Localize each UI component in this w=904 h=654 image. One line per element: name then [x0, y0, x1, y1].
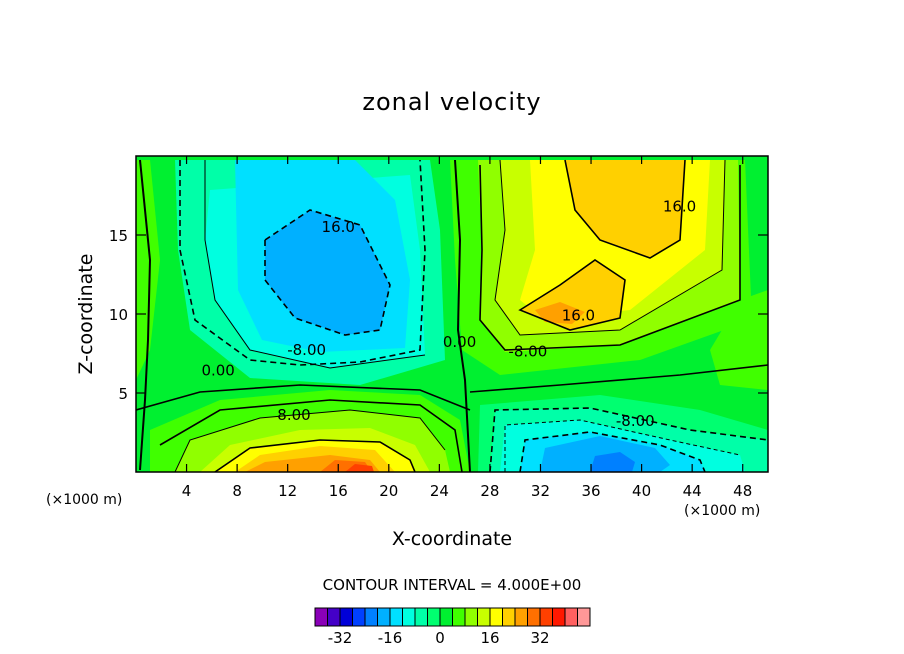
x-axis-ticks: 4 8 12 16 20 24 28 32 36 40 44 48: [182, 156, 752, 500]
colorbar-swatch: [314, 607, 328, 627]
x-tick-label: 32: [531, 482, 550, 500]
contour-line: [518, 259, 626, 331]
contour-label: 8.00: [277, 406, 310, 424]
x-axis-label: X-coordinate: [391, 528, 513, 550]
colorbar-swatch: [452, 607, 466, 627]
y-tick-label: 10: [109, 306, 128, 324]
colorbar-swatch: [389, 607, 403, 627]
contour-line: [264, 209, 391, 336]
colorbar-swatch: [439, 607, 453, 627]
x-tick-label: 40: [632, 482, 651, 500]
colorbar-swatch: [364, 607, 378, 627]
x-tick-label: 4: [182, 482, 192, 500]
contour-line: [479, 164, 741, 351]
colorbar-swatch: [402, 607, 416, 627]
contour-label: -8.00: [287, 341, 326, 359]
colorbar-swatch: [577, 607, 591, 627]
colorbar-tick-label: -32: [328, 629, 353, 647]
colorbar-swatch: [527, 607, 541, 627]
region-left-pos: [136, 160, 160, 380]
contour-label: -8.00: [616, 412, 655, 430]
region-neg20: [265, 210, 390, 335]
contour-line: [504, 419, 741, 472]
colorbar-swatch: [502, 607, 516, 627]
colorbar-swatch: [564, 607, 578, 627]
region-neg20b: [540, 436, 670, 472]
x-unit-label-left: (×1000 m): [46, 492, 123, 508]
contour-line: [139, 159, 152, 471]
contour-line: [214, 439, 416, 472]
colorbar-swatch: [489, 607, 503, 627]
colorbar-swatch: [539, 607, 553, 627]
contour-interval: CONTOUR INTERVAL = 4.000E+00: [322, 576, 582, 594]
colorbar: -32 -16 0 16 32: [314, 607, 591, 647]
contour-line: [204, 160, 426, 369]
contour-line: [159, 399, 463, 472]
contour-field: [136, 156, 768, 472]
chart-title: zonal velocity: [362, 88, 542, 116]
colorbar-swatch: [352, 607, 366, 627]
contour-line: [174, 409, 446, 472]
x-tick-label: 28: [480, 482, 499, 500]
colorbar-swatch: [377, 607, 391, 627]
contour-line: [564, 159, 686, 259]
contour-line: [519, 431, 706, 472]
colorbar-tick-label: 16: [480, 629, 499, 647]
x-tick-label: 12: [278, 482, 297, 500]
contour-labels: 16.0 16.0 16.0 -8.00 -8.00 8.00 -8.00 0.00 0.00: [201, 197, 696, 430]
x-tick-label: 20: [379, 482, 398, 500]
contour-line: [136, 384, 471, 411]
contour-label: 0.00: [443, 333, 476, 351]
colorbar-tick-label: 0: [435, 629, 445, 647]
contour-label: -8.00: [508, 343, 547, 361]
x-tick-label: 8: [232, 482, 242, 500]
contour-line: [469, 364, 768, 393]
x-unit-label-right: (×1000 m): [684, 503, 761, 519]
x-tick-label: 44: [683, 482, 702, 500]
x-tick-label: 16: [329, 482, 348, 500]
x-tick-label: 24: [430, 482, 449, 500]
colorbar-swatch: [427, 607, 441, 627]
colorbar-swatch: [477, 607, 491, 627]
region-pos24: [535, 302, 585, 324]
y-axis-label: Z-coordinate: [75, 254, 97, 375]
y-tick-label: 5: [118, 385, 128, 403]
region-pos32: [345, 464, 374, 472]
contour-line: [454, 159, 471, 472]
colorbar-tick-label: 32: [530, 629, 549, 647]
x-tick-label: 36: [581, 482, 600, 500]
colorbar-swatch: [552, 607, 566, 627]
region-right-pos: [710, 290, 768, 390]
colorbar-swatch: [414, 607, 428, 627]
y-tick-label: 15: [109, 227, 128, 245]
y-axis-ticks: 5 10 15: [109, 227, 768, 403]
contour-label: 16.0: [663, 197, 696, 215]
x-tick-label: 48: [733, 482, 752, 500]
contour-label: 16.0: [322, 218, 355, 236]
colorbar-swatch: [514, 607, 528, 627]
colorbar-swatch: [464, 607, 478, 627]
contour-lines: [136, 159, 768, 472]
contour-line: [494, 159, 726, 336]
contour-label: 0.00: [201, 362, 234, 380]
colorbar-tick-label: -16: [378, 629, 403, 647]
contour-line: [179, 159, 426, 366]
region-neg24: [590, 452, 635, 472]
colorbar-swatch: [339, 607, 353, 627]
colorbar-swatch: [327, 607, 341, 627]
contour-line: [489, 407, 768, 472]
contour-label: 16.0: [562, 306, 595, 324]
